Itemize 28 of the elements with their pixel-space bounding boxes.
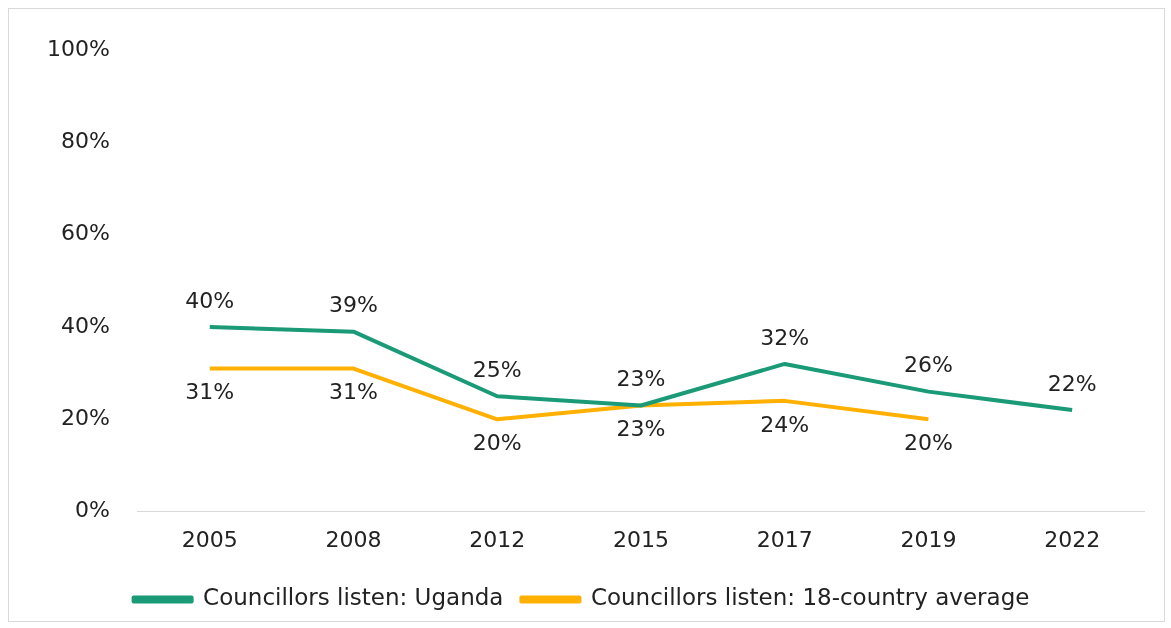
x-tick-label: 2015 <box>612 526 669 552</box>
y-tick-label: 20% <box>60 405 110 431</box>
y-tick-label: 80% <box>60 128 110 154</box>
data-label: 22% <box>1047 370 1097 396</box>
x-tick-label: 2008 <box>325 526 382 552</box>
x-tick-label: 2012 <box>469 526 526 552</box>
legend-label: Councillors listen: Uganda <box>203 584 504 611</box>
x-tick-label: 2019 <box>900 526 957 552</box>
x-tick-label: 2017 <box>756 526 813 552</box>
x-tick-label: 2005 <box>181 526 238 552</box>
data-label: 20% <box>472 430 522 456</box>
data-label: 40% <box>185 287 235 313</box>
data-label: 31% <box>185 379 235 405</box>
data-label: 31% <box>329 379 378 405</box>
y-tick-label: 60% <box>60 220 110 246</box>
y-tick-label: 100% <box>46 35 110 61</box>
data-label: 39% <box>329 292 378 318</box>
data-label: 23% <box>616 366 666 392</box>
data-label: 26% <box>903 352 953 378</box>
data-label: 25% <box>472 356 522 382</box>
data-label: 20% <box>903 430 953 456</box>
data-label: 24% <box>760 411 810 437</box>
y-tick-label: 40% <box>60 312 110 338</box>
legend-label: Councillors listen: 18-country average <box>590 584 1030 611</box>
y-tick-label: 0% <box>74 497 110 523</box>
data-label: 32% <box>760 324 810 350</box>
data-label: 23% <box>616 416 666 442</box>
x-tick-label: 2022 <box>1044 526 1101 552</box>
